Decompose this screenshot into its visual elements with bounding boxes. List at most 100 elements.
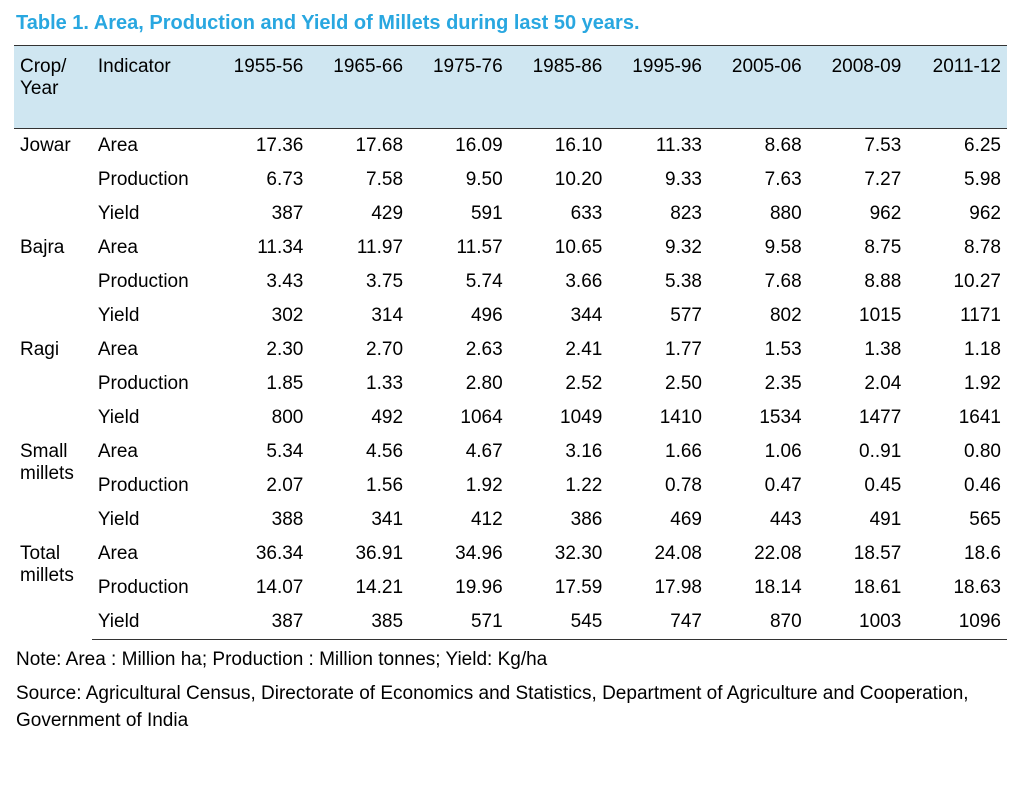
cell-value: 6.73 [210,163,310,197]
cell-value: 545 [509,605,609,640]
cell-value: 823 [608,197,708,231]
cell-value: 1.77 [608,333,708,367]
cell-value: 7.58 [309,163,409,197]
cell-value: 0.46 [907,469,1007,503]
cell-value: 2.07 [210,469,310,503]
cell-value: 11.97 [309,231,409,265]
crop-name: Ragi [14,333,92,435]
cell-value: 11.33 [608,129,708,164]
table-row: Production14.0714.2119.9617.5917.9818.14… [14,571,1007,605]
cell-value: 469 [608,503,708,537]
cell-value: 1.38 [808,333,908,367]
cell-value: 1003 [808,605,908,640]
cell-value: 4.67 [409,435,509,469]
cell-value: 5.74 [409,265,509,299]
indicator: Production [92,163,210,197]
cell-value: 16.10 [509,129,609,164]
cell-value: 2.30 [210,333,310,367]
cell-value: 9.33 [608,163,708,197]
cell-value: 7.27 [808,163,908,197]
table-row: RagiArea2.302.702.632.411.771.531.381.18 [14,333,1007,367]
indicator: Area [92,537,210,571]
cell-value: 1.92 [907,367,1007,401]
indicator: Area [92,435,210,469]
table-body: JowarArea17.3617.6816.0916.1011.338.687.… [14,129,1007,640]
cell-value: 302 [210,299,310,333]
cell-value: 32.30 [509,537,609,571]
cell-value: 17.68 [309,129,409,164]
col-year: 1995-96 [608,46,708,129]
col-year: 2005-06 [708,46,808,129]
crop-name: Bajra [14,231,92,333]
indicator: Production [92,265,210,299]
cell-value: 3.75 [309,265,409,299]
cell-value: 5.98 [907,163,1007,197]
cell-value: 571 [409,605,509,640]
cell-value: 24.08 [608,537,708,571]
indicator: Area [92,231,210,265]
cell-value: 14.07 [210,571,310,605]
cell-value: 341 [309,503,409,537]
indicator: Yield [92,605,210,640]
cell-value: 1410 [608,401,708,435]
cell-value: 1.22 [509,469,609,503]
indicator: Yield [92,503,210,537]
cell-value: 17.98 [608,571,708,605]
cell-value: 9.58 [708,231,808,265]
cell-value: 2.80 [409,367,509,401]
cell-value: 9.32 [608,231,708,265]
table-row: Yield38738557154574787010031096 [14,605,1007,640]
cell-value: 633 [509,197,609,231]
cell-value: 18.61 [808,571,908,605]
table-row: Production1.851.332.802.522.502.352.041.… [14,367,1007,401]
cell-value: 2.52 [509,367,609,401]
table-row: Small milletsArea5.344.564.673.161.661.0… [14,435,1007,469]
cell-value: 1534 [708,401,808,435]
cell-value: 443 [708,503,808,537]
indicator: Production [92,571,210,605]
cell-value: 870 [708,605,808,640]
cell-value: 1096 [907,605,1007,640]
cell-value: 388 [210,503,310,537]
indicator: Area [92,129,210,164]
table-row: BajraArea11.3411.9711.5710.659.329.588.7… [14,231,1007,265]
cell-value: 314 [309,299,409,333]
table-header: Crop/ Year Indicator 1955-56 1965-66 197… [14,46,1007,129]
cell-value: 2.35 [708,367,808,401]
cell-value: 962 [808,197,908,231]
cell-value: 19.96 [409,571,509,605]
col-year: 1985-86 [509,46,609,129]
cell-value: 11.34 [210,231,310,265]
cell-value: 5.38 [608,265,708,299]
cell-value: 8.78 [907,231,1007,265]
cell-value: 34.96 [409,537,509,571]
cell-value: 1.53 [708,333,808,367]
cell-value: 0.45 [808,469,908,503]
col-year: 1965-66 [309,46,409,129]
cell-value: 412 [409,503,509,537]
cell-value: 1.33 [309,367,409,401]
cell-value: 962 [907,197,1007,231]
indicator: Yield [92,197,210,231]
cell-value: 747 [608,605,708,640]
cell-value: 18.63 [907,571,1007,605]
cell-value: 36.91 [309,537,409,571]
cell-value: 10.27 [907,265,1007,299]
indicator: Production [92,469,210,503]
cell-value: 591 [409,197,509,231]
cell-value: 8.68 [708,129,808,164]
table-row: Yield30231449634457780210151171 [14,299,1007,333]
cell-value: 2.70 [309,333,409,367]
table-row: Production6.737.589.5010.209.337.637.275… [14,163,1007,197]
cell-value: 9.50 [409,163,509,197]
col-year: 1975-76 [409,46,509,129]
cell-value: 429 [309,197,409,231]
cell-value: 8.75 [808,231,908,265]
cell-value: 3.43 [210,265,310,299]
cell-value: 4.56 [309,435,409,469]
cell-value: 496 [409,299,509,333]
cell-value: 17.36 [210,129,310,164]
cell-value: 2.50 [608,367,708,401]
cell-value: 18.14 [708,571,808,605]
crop-name: Small millets [14,435,92,537]
